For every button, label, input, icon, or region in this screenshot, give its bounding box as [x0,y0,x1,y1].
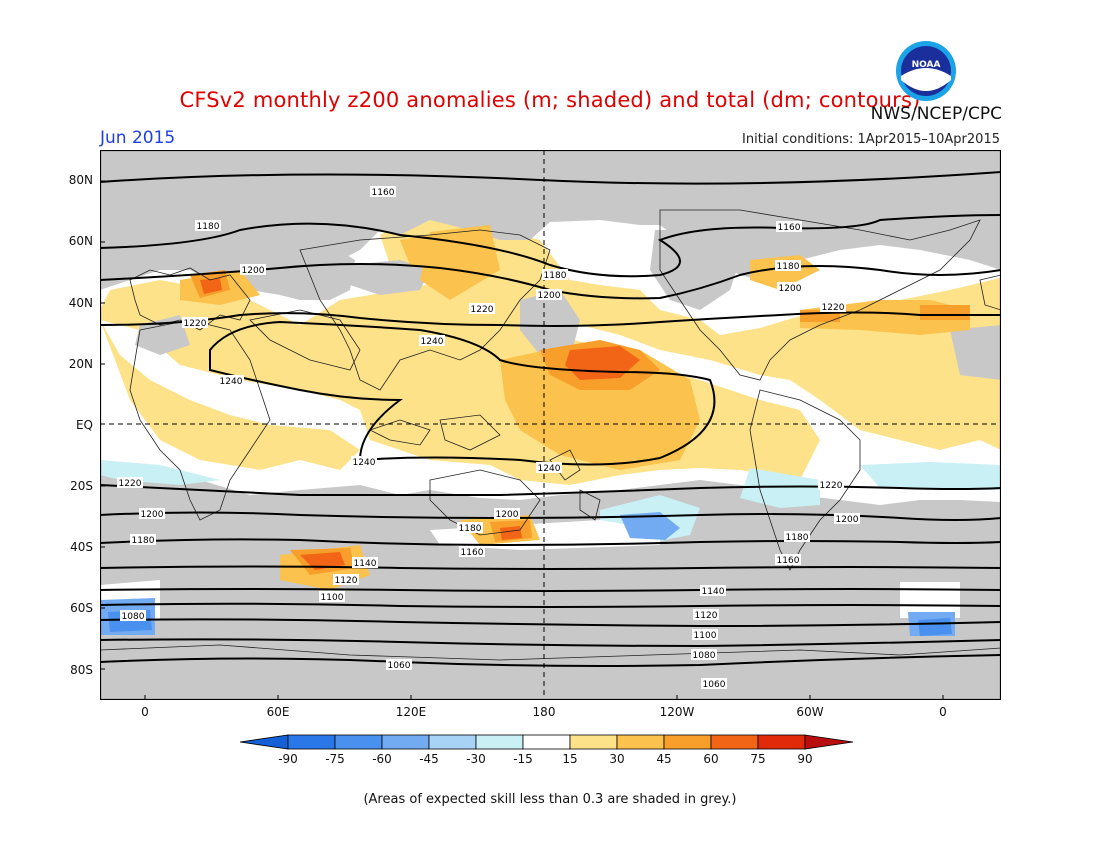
contour-label: 1160 [777,556,800,566]
contour-label: 1180 [132,536,155,546]
colorbar-cell [334,734,383,750]
colorbar-label: -60 [372,752,392,766]
contour-label: 1240 [220,377,243,387]
contour-label: 1140 [354,559,377,569]
contour-label: 1220 [119,479,142,489]
lon-label: 60E [266,705,290,719]
contour-label: 1220 [822,303,845,313]
lat-label: 60N [68,234,93,248]
lat-label: 20N [68,357,93,371]
agency-label: NWS/NCEP/CPC [870,104,1002,124]
lon-label: 0 [141,705,149,719]
month-label: Jun 2015 [100,128,176,148]
colorbar-cell [663,734,712,750]
lon-label: 60W [796,705,824,719]
contour-label: 1060 [388,661,411,671]
contour-label: 1180 [197,222,220,232]
colorbar-cell [757,734,806,750]
anomaly-map: 1160 1180 1200 1220 1240 1240 1240 1240 … [100,150,1001,700]
contour-label: 1200 [141,510,164,520]
colorbar-cell [287,734,336,750]
colorbar-cell [381,734,430,750]
contour-label: 1160 [461,548,484,558]
contour-label: 1120 [695,611,718,621]
contour-label: 1240 [538,464,561,474]
colorbar-cell [616,734,665,750]
lat-label: 40N [68,296,93,310]
chart-title: CFSv2 monthly z200 anomalies (m; shaded)… [179,88,921,112]
colorbar-left-arrow [240,734,289,750]
height-contours [100,171,1001,667]
contour-label: 1220 [184,319,207,329]
contour-label: 1220 [471,305,494,315]
contour-label: 1140 [702,587,725,597]
contour-label: 1180 [459,524,482,534]
colorbar-label: 45 [656,752,672,766]
colorbar-right-arrow [804,734,854,750]
map-frame [100,150,1001,700]
lat-label: 40S [70,540,93,554]
contour-label: 1080 [693,651,716,661]
contour-label: 1240 [421,337,444,347]
contour-label: 1080 [122,612,145,622]
lat-label: 80S [70,663,93,677]
colorbar-cell [710,734,759,750]
contour-label: 1220 [820,481,843,491]
colorbar-label: 75 [750,752,766,766]
lat-label: 20S [70,479,93,493]
contour-label: 1160 [778,223,801,233]
colorbar [240,734,854,750]
colorbar-label: 60 [703,752,719,766]
low-skill-grey [100,150,1001,700]
contour-label: 1100 [694,631,717,641]
contour-label: 1200 [538,291,561,301]
logo-text: NOAA [912,60,941,70]
axis-ticks [100,180,944,700]
lon-label: 0 [939,705,947,719]
colorbar-label: -75 [325,752,345,766]
colorbar-cell [522,734,571,750]
contour-label: 1180 [777,262,800,272]
colorbar-label: -30 [466,752,486,766]
colorbar-label: 15 [562,752,578,766]
coastlines [100,209,1001,661]
colorbar-label: -90 [278,752,298,766]
lon-label: 120E [395,705,427,719]
contour-label: 1060 [703,680,726,690]
lat-label: 80N [68,173,93,187]
noaa-logo: NOAA [895,40,957,102]
contour-label: 1120 [335,576,358,586]
colorbar-label: -45 [419,752,439,766]
initial-conditions: Initial conditions: 1Apr2015–10Apr2015 [742,132,1000,147]
colorbar-cell [428,734,477,750]
colorbar-cell [475,734,524,750]
lon-label: 180 [532,705,556,719]
contour-label: 1200 [242,266,265,276]
contour-label: 1200 [779,284,802,294]
contour-labels: 1160 1180 1200 1220 1240 1240 1240 1240 … [117,186,860,690]
colorbar-label: 90 [797,752,813,766]
contour-label: 1180 [786,533,809,543]
colorbar-label: 30 [609,752,625,766]
contour-label: 1200 [836,515,859,525]
contour-label: 1240 [353,458,376,468]
contour-label: 1160 [372,188,395,198]
lat-label: EQ [75,418,93,432]
colorbar-label: -15 [513,752,533,766]
footnote: (Areas of expected skill less than 0.3 a… [363,792,737,807]
lat-label: 60S [70,601,93,615]
contour-label: 1100 [321,593,344,603]
colorbar-cell [569,734,618,750]
contour-label: 1180 [544,271,567,281]
lon-label: 120W [659,705,695,719]
contour-label: 1200 [496,510,519,520]
